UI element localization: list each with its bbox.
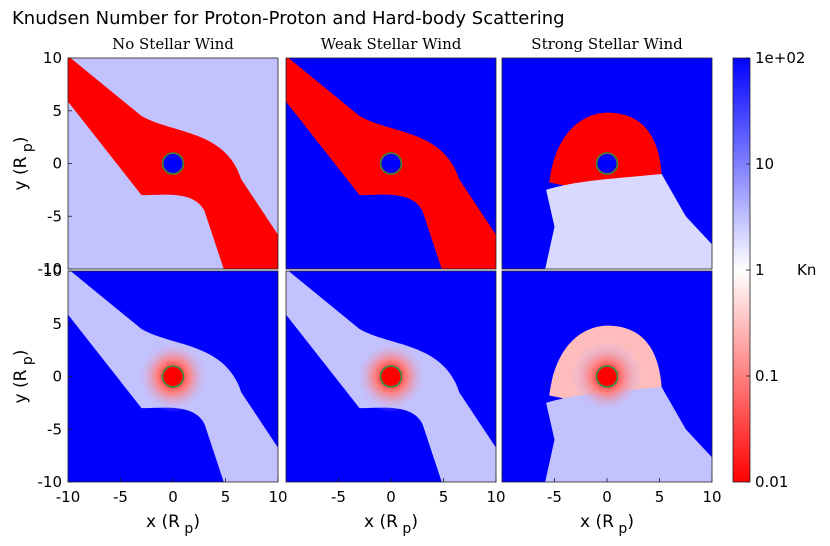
planet-ring: [161, 152, 185, 175]
y-tick-label: 10: [43, 49, 62, 67]
y-tick-label: -10: [38, 473, 63, 491]
y-tick-label: 0: [52, 368, 62, 386]
x-axis-label-sub: p: [398, 521, 411, 537]
core-region: [163, 154, 183, 173]
x-axis-label-close: ): [411, 512, 418, 532]
panel-title: No Stellar Wind: [112, 35, 234, 53]
panel-title: Weak Stellar Wind: [321, 35, 462, 53]
core-region: [381, 367, 401, 386]
core-region: [597, 154, 617, 173]
y-tick-label: -10: [38, 260, 63, 278]
panel-frame: [285, 57, 497, 270]
planet-ring: [379, 152, 403, 175]
panel-6: [502, 271, 712, 482]
panel-3: [502, 58, 712, 269]
y-axis-label-main: y (R: [11, 369, 31, 403]
panel-title: Strong Stellar Wind: [531, 35, 683, 53]
core-region: [597, 367, 617, 386]
x-tick-label: 0: [168, 488, 178, 506]
panel-1: [68, 58, 278, 269]
x-tick-label: 5: [439, 488, 449, 506]
x-axis-label: x (R p): [146, 512, 200, 537]
tail-region: [545, 174, 712, 269]
cap-region: [549, 112, 662, 188]
colorbar-tick-label: 1: [755, 261, 765, 279]
x-axis-label-close: ): [627, 512, 634, 532]
x-axis-label: x (R p): [580, 512, 634, 537]
y-tick-label: 5: [52, 102, 62, 120]
x-tick-label: -5: [547, 488, 562, 506]
planet-ring: [595, 152, 619, 175]
y-tick-label: 5: [52, 315, 62, 333]
x-axis-label-sub: p: [614, 521, 627, 537]
planet-ring: [379, 365, 403, 388]
y-axis-label: y (R p): [11, 350, 36, 404]
x-tick-label: -5: [113, 488, 128, 506]
colorbar-tick-label: 0.1: [755, 367, 779, 385]
panel-4: [68, 271, 278, 482]
y-axis-label: y (R p): [11, 137, 36, 191]
x-axis-label-main: x (R: [364, 512, 398, 532]
y-tick-label: 10: [43, 262, 62, 280]
x-tick-label: 10: [486, 488, 505, 506]
x-tick-label: 0: [602, 488, 612, 506]
core-region: [163, 367, 183, 386]
x-axis-label-main: x (R: [580, 512, 614, 532]
panel-5: [286, 271, 496, 482]
tail-region: [545, 387, 712, 482]
panel-frame: [501, 57, 713, 270]
x-axis-label-sub: p: [180, 521, 193, 537]
y-axis-label-close: ): [11, 137, 31, 144]
x-axis-label: x (R p): [364, 512, 418, 537]
colorbar-label: Kn: [797, 261, 816, 279]
colorbar-tick-label: 1e+02: [755, 49, 805, 67]
y-tick-label: 0: [52, 155, 62, 173]
y-axis-label-close: ): [11, 350, 31, 357]
y-axis-label-sub: p: [20, 356, 36, 369]
colorbar-tick-label: 10: [755, 155, 774, 173]
y-tick-label: -5: [47, 207, 62, 225]
x-tick-label: -5: [331, 488, 346, 506]
x-tick-label: 10: [702, 488, 721, 506]
y-axis-label-main: y (R: [11, 156, 31, 190]
x-axis-label-close: ): [193, 512, 200, 532]
x-tick-label: 10: [268, 488, 287, 506]
x-tick-label: 5: [221, 488, 231, 506]
x-tick-label: -10: [56, 488, 81, 506]
planet-ring: [161, 365, 185, 388]
planet-ring: [595, 365, 619, 388]
colorbar-tick-label: 0.01: [755, 473, 788, 491]
x-tick-label: 5: [655, 488, 665, 506]
y-axis-label-sub: p: [20, 143, 36, 156]
figure-title: Knudsen Number for Proton-Proton and Har…: [12, 8, 565, 29]
core-region: [381, 154, 401, 173]
x-tick-label: 0: [386, 488, 396, 506]
y-tick-label: -5: [47, 420, 62, 438]
panel-2: [286, 58, 496, 269]
x-axis-label-main: x (R: [146, 512, 180, 532]
